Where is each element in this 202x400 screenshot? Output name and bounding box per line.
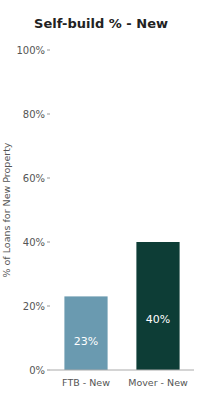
bar [136,242,179,370]
y-tick [47,306,50,307]
y-tick-label: 0% [29,365,45,376]
data-label: 23% [74,335,98,348]
title: Self-build % - New [34,16,168,31]
chart-svg: Self-build % - New 0% 20% 40% 60% 80% 100% % of… [0,0,202,400]
chart-container: Self-build % - New 0% 20% 40% 60% 80% 100% % of… [0,0,202,400]
y-axis-label: % of Loans for New Property [1,142,12,277]
y-tick [47,114,50,115]
y-tick [47,178,50,179]
y-tick-label: 80% [23,109,45,120]
y-tick-label: 100% [16,45,45,56]
bar [64,296,107,370]
x-tick-label: Mover - New [128,377,188,388]
y-tick [47,242,50,243]
y-tick-label: 60% [23,173,45,184]
y-tick [47,370,50,371]
y-tick-label: 20% [23,301,45,312]
data-label: 40% [146,313,170,326]
y-axis: 0% 20% 40% 60% 80% 100% [16,45,50,376]
y-tick [47,50,50,51]
y-tick-label: 40% [23,237,45,248]
x-tick-label: FTB - New [62,377,110,388]
bars [64,242,179,370]
baseline [50,370,194,371]
data-labels: 23% 40% [74,313,170,348]
